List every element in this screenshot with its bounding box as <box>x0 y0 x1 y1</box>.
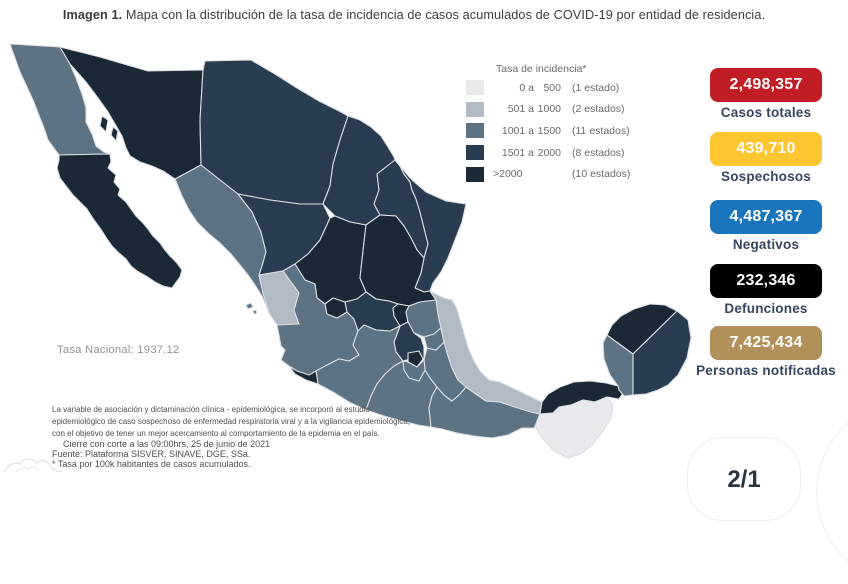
stat-value-pill: 2,498,357 <box>710 68 822 102</box>
stat-label: Defunciones <box>724 301 808 316</box>
legend-range: 501 a 1000 <box>490 103 561 115</box>
legend-range-hi: 500 <box>543 81 561 94</box>
stat-label: Negativos <box>732 237 800 252</box>
legend-range-lo: 501 a <box>507 103 534 116</box>
island-marias[interactable] <box>245 302 254 310</box>
legend-range: >2000 <box>490 168 561 180</box>
mountain-sketch-decoration <box>3 458 63 472</box>
stat-negativos: 4,487,367 Negativos <box>710 200 822 252</box>
stat-value: 232,346 <box>736 272 796 289</box>
island-marias-small[interactable] <box>252 309 258 315</box>
stat-value: 439,710 <box>736 140 796 157</box>
island-tiburon[interactable] <box>110 126 119 142</box>
legend-swatch-1501-2000 <box>466 145 484 161</box>
stat-casos-totales: 2,498,357 Casos totales <box>710 68 822 120</box>
footnote-line: La variable de asociación y dictaminació… <box>52 405 370 414</box>
stat-label: Casos totales <box>720 105 812 120</box>
stat-defunciones: 232,346 Defunciones <box>710 264 822 316</box>
legend-count: (11 estados) <box>572 124 630 137</box>
sketch-hill-small <box>15 466 40 472</box>
legend-swatch-501-1000 <box>466 101 484 117</box>
stat-value: 4,487,367 <box>729 208 803 225</box>
legend-count: (2 estados) <box>572 103 625 116</box>
legend: Tasa de incidencia* 0 a 500 (1 estado) 50… <box>466 63 630 185</box>
legend-swatch-0-500 <box>466 80 484 96</box>
legend-range-lo: 0 a <box>519 81 534 94</box>
legend-row: 501 a 1000 (2 estados) <box>466 99 630 121</box>
legend-range-lo: >2000 <box>493 168 523 181</box>
legend-range-hi: 1000 <box>537 103 561 116</box>
island-angel-de-la-guarda[interactable] <box>99 115 109 133</box>
legend-range-hi: 1500 <box>537 124 561 137</box>
footnote-line: epidemiológico de caso sospechoso de enf… <box>52 416 410 426</box>
legend-range-lo: 1501 a <box>501 146 534 159</box>
legend-range-hi <box>534 168 561 180</box>
stat-personas-notificadas: 7,425,434 Personas notificadas <box>696 326 836 378</box>
stat-label: Personas notificadas <box>696 363 836 378</box>
mexico-choropleth-map <box>9 43 692 459</box>
stat-value-pill: 439,710 <box>710 132 822 166</box>
legend-row: 1001 a 1500 (11 estados) <box>466 120 630 142</box>
stat-label: Sospechosos <box>721 169 811 184</box>
stat-sospechosos: 439,710 Sospechosos <box>710 132 822 184</box>
footnote-paragraph: La variable de asociación y dictaminació… <box>52 404 410 439</box>
state-quintana-roo[interactable] <box>632 310 692 396</box>
stat-value: 2,498,357 <box>729 76 803 93</box>
title-prefix: Imagen 1. <box>62 8 123 22</box>
legend-range: 0 a 500 <box>490 82 561 94</box>
stat-value: 7,425,434 <box>729 334 803 351</box>
state-cdmx[interactable] <box>407 350 424 368</box>
footnote-closing: Cierre con corte a las 09:00hrs, 25 de j… <box>63 439 271 449</box>
legend-row: 0 a 500 (1 estado) <box>466 77 630 99</box>
page-title: Imagen 1. Mapa con la distribución de la… <box>0 8 828 22</box>
legend-swatch-over-2000 <box>466 166 484 182</box>
footnote-line: con el objetivo de tener un mejor acerca… <box>52 428 380 438</box>
legend-title: Tasa de incidencia* <box>496 63 587 75</box>
footnote-rate-note: * Tasa por 100k habitantes de casos acum… <box>52 458 251 469</box>
sketch-hill-large <box>3 458 63 472</box>
legend-count: (10 estados) <box>572 168 631 181</box>
legend-count: (1 estado) <box>572 81 620 94</box>
legend-row: 1501 a 2000 (8 estados) <box>466 142 630 164</box>
title-text: Mapa con la distribución de la tasa de i… <box>122 8 766 22</box>
state-chiapas[interactable] <box>535 396 614 459</box>
stat-value-pill: 4,487,367 <box>710 200 822 234</box>
legend-range-hi: 2000 <box>537 146 561 159</box>
national-rate: Tasa Nacional: 1937.12 <box>57 344 180 356</box>
state-baja-california[interactable] <box>9 43 111 156</box>
legend-row: >2000 (10 estados) <box>466 163 630 185</box>
page-indicator: 2/1 <box>727 466 761 493</box>
footnote-source: Cierre con corte a las 09:00hrs, 25 de j… <box>52 439 271 470</box>
legend-range: 1001 a 1500 <box>490 125 561 137</box>
legend-count: (8 estados) <box>572 146 625 159</box>
legend-range-lo: 1001 a <box>501 124 534 137</box>
footnote-source-line: Fuente: Plataforma SISVER, SINAVE, DGE, … <box>52 448 251 459</box>
state-baja-california-sur[interactable] <box>56 153 183 289</box>
state-morelos[interactable] <box>402 359 426 382</box>
state-colima[interactable] <box>288 365 319 385</box>
legend-swatch-1001-1500 <box>466 123 484 139</box>
stat-value-pill: 232,346 <box>710 264 822 298</box>
stat-value-pill: 7,425,434 <box>710 326 822 360</box>
legend-range: 1501 a 2000 <box>490 147 561 159</box>
